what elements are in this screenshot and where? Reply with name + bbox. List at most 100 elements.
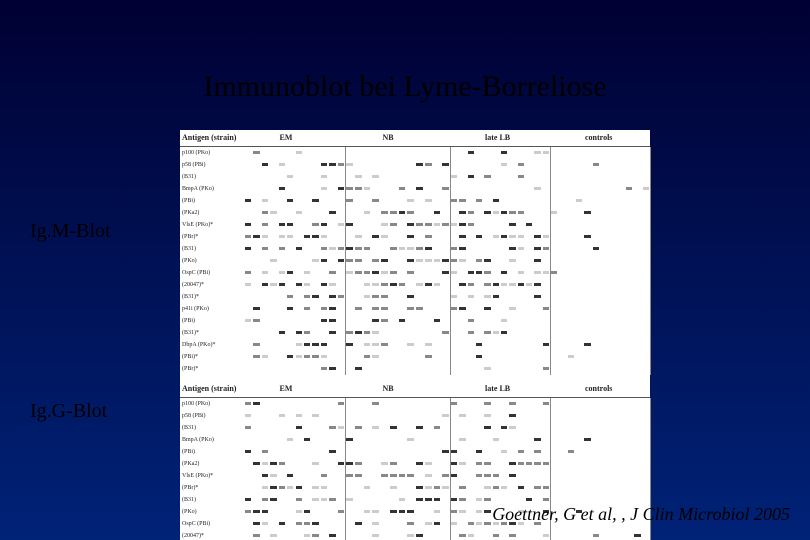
- band: [346, 331, 353, 334]
- band: [442, 259, 449, 262]
- band: [518, 486, 524, 489]
- band: [390, 211, 397, 214]
- band: [390, 223, 397, 226]
- antigen-label: (PBi): [180, 198, 244, 204]
- band: [534, 151, 540, 154]
- band: [459, 510, 465, 513]
- band: [407, 534, 414, 537]
- band: [434, 223, 441, 226]
- band: [543, 367, 549, 370]
- band: [321, 259, 327, 262]
- band: [434, 498, 441, 501]
- blot-container: Antigen (strain)EMNBlate LBcontrolsp100 …: [180, 130, 650, 540]
- antigen-label: p100 (PKo): [180, 401, 244, 407]
- band: [355, 235, 362, 238]
- band: [593, 163, 599, 166]
- band: [372, 319, 379, 322]
- band: [459, 283, 465, 286]
- band: [329, 367, 335, 370]
- band: [484, 211, 490, 214]
- lane-area: [244, 363, 650, 375]
- band: [321, 223, 327, 226]
- band: [468, 283, 474, 286]
- lane-area: [244, 339, 650, 351]
- band: [484, 271, 490, 274]
- band: [493, 486, 499, 489]
- band: [484, 498, 490, 501]
- band: [407, 522, 414, 525]
- band: [381, 271, 388, 274]
- band: [501, 450, 507, 453]
- band: [526, 498, 532, 501]
- antigen-row: (B31)*: [180, 291, 650, 303]
- band: [434, 510, 441, 513]
- band: [279, 462, 285, 465]
- header-group: NB: [383, 384, 394, 393]
- band: [355, 331, 362, 334]
- band: [534, 295, 540, 298]
- band: [416, 486, 423, 489]
- lane-area: [244, 171, 650, 183]
- band: [372, 175, 379, 178]
- band: [372, 235, 379, 238]
- band: [270, 259, 276, 262]
- band: [381, 307, 388, 310]
- band: [509, 474, 515, 477]
- band: [279, 163, 285, 166]
- band: [296, 355, 302, 358]
- band: [262, 450, 268, 453]
- band: [262, 510, 268, 513]
- lane-area: [244, 231, 650, 243]
- band: [372, 295, 379, 298]
- band: [425, 486, 432, 489]
- band: [245, 450, 251, 453]
- band: [407, 343, 414, 346]
- band: [493, 283, 499, 286]
- band: [287, 438, 293, 441]
- band: [381, 211, 388, 214]
- band: [262, 235, 268, 238]
- band: [543, 402, 549, 405]
- band: [381, 319, 388, 322]
- band: [364, 187, 371, 190]
- band: [245, 223, 251, 226]
- band: [593, 247, 599, 250]
- band: [321, 343, 327, 346]
- band: [262, 498, 268, 501]
- band: [468, 319, 474, 322]
- band: [245, 319, 251, 322]
- band: [296, 486, 302, 489]
- band: [451, 259, 457, 262]
- band: [381, 474, 388, 477]
- band: [407, 211, 414, 214]
- band: [381, 223, 388, 226]
- lane-area: [244, 315, 650, 327]
- band: [321, 367, 327, 370]
- band: [416, 259, 423, 262]
- band: [253, 355, 259, 358]
- band: [476, 510, 482, 513]
- band: [534, 247, 540, 250]
- band: [425, 163, 432, 166]
- band: [534, 235, 540, 238]
- band: [338, 223, 344, 226]
- band: [425, 498, 432, 501]
- band: [355, 474, 362, 477]
- band: [296, 510, 302, 513]
- band: [304, 534, 310, 537]
- lane-area: [244, 422, 650, 434]
- band: [399, 211, 406, 214]
- band: [451, 474, 457, 477]
- band: [484, 522, 490, 525]
- band: [381, 295, 388, 298]
- band: [543, 498, 549, 501]
- antigen-row: (20047)*: [180, 279, 650, 291]
- lane-area: [244, 195, 650, 207]
- antigen-label: BmpA (PKo): [180, 437, 244, 443]
- band: [329, 247, 335, 250]
- lane-area: [244, 147, 650, 159]
- band: [364, 295, 371, 298]
- band: [262, 474, 268, 477]
- band: [279, 283, 285, 286]
- band: [509, 223, 515, 226]
